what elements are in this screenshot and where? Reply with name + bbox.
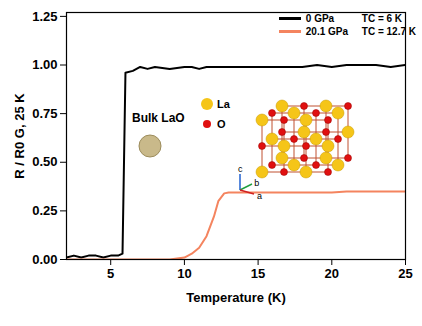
svg-text:1.00: 1.00 [32,57,57,72]
svg-text:5: 5 [107,266,114,281]
svg-text:1.25: 1.25 [32,9,57,24]
svg-text:10: 10 [177,266,191,281]
html-text:TC = 6 K: TC = 6 K [361,13,403,24]
svg-text:Bulk LaO: Bulk LaO [132,111,185,125]
svg-text:20: 20 [325,266,339,281]
svg-text:0.25: 0.25 [32,203,57,218]
svg-text:25: 25 [398,266,412,281]
svg-text:0.00: 0.00 [32,252,57,267]
html-text:0 GPa: 0 GPa [305,13,335,24]
svg-text:0.75: 0.75 [32,106,57,121]
svg-text:c: c [238,164,243,174]
svg-text:Temperature (K): Temperature (K) [186,290,285,305]
svg-text:15: 15 [251,266,265,281]
html-text:20.1 GPa: 20.1 GPa [305,26,349,37]
svg-text:a: a [257,191,262,201]
svg-text:0.50: 0.50 [32,154,57,169]
html-text:TC = 12.7 K: TC = 12.7 K [361,26,416,37]
svg-text:R / R0 G, 25 K: R / R0 G, 25 K [12,93,27,179]
svg-text:La: La [217,98,231,110]
svg-text:b: b [254,178,259,188]
svg-text:O: O [217,118,226,130]
